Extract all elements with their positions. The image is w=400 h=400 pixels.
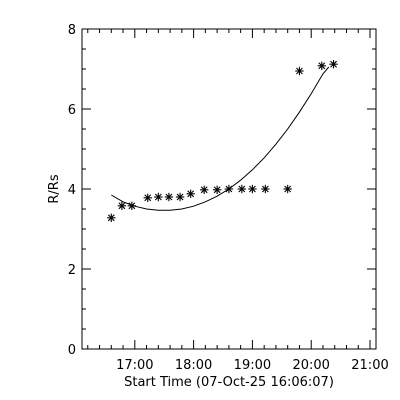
data-point [329, 60, 338, 69]
y-tick-label: 8 [68, 23, 76, 38]
y-tick-label: 6 [68, 103, 76, 118]
y-tick-labels: 0 2 4 6 8 [68, 23, 76, 358]
asterisk-stroke [248, 185, 256, 193]
y-axis-title: R/Rs [47, 174, 62, 203]
data-point [261, 184, 270, 194]
asterisk-stroke [154, 193, 162, 201]
data-point [164, 192, 174, 202]
x-tick-labels: 17:00 18:00 19:00 20:00 21:00 [116, 358, 389, 373]
asterisk-stroke [107, 214, 115, 222]
asterisk-stroke [296, 67, 303, 75]
data-point [212, 185, 222, 194]
asterisk-stroke [118, 202, 126, 210]
data-point [186, 189, 195, 198]
plot-frame [81, 28, 377, 350]
asterisk-stroke [165, 193, 173, 201]
x-tick-label: 17:00 [116, 358, 153, 373]
asterisk-stroke [318, 62, 326, 70]
data-point [107, 213, 116, 222]
x-tick-label: 21:00 [351, 358, 388, 373]
data-point [199, 185, 209, 194]
x-axis-title: Start Time (07-Oct-25 16:06:07) [124, 375, 334, 390]
data-point [143, 193, 152, 202]
asterisk-stroke [261, 185, 269, 193]
asterisk-stroke [187, 190, 195, 198]
x-tick-label: 20:00 [292, 358, 329, 373]
minor-ticks [82, 29, 376, 349]
asterisk-stroke [238, 185, 246, 193]
y-tick-label: 2 [68, 263, 76, 278]
asterisk-stroke [144, 194, 152, 202]
fit-curve-line [111, 66, 330, 211]
asterisk-stroke [128, 202, 136, 210]
asterisk-stroke [330, 60, 337, 68]
y-tick-label: 4 [68, 183, 76, 198]
data-point [283, 184, 292, 194]
asterisk-stroke [225, 185, 233, 193]
data-point [175, 192, 185, 202]
data-point [317, 61, 326, 70]
asterisk-stroke [213, 186, 221, 194]
y-tick-label: 0 [68, 343, 76, 358]
data-point [127, 201, 137, 210]
data-point [224, 184, 234, 194]
data-point [237, 184, 247, 194]
x-tick-label: 19:00 [234, 358, 271, 373]
asterisk-stroke [284, 185, 292, 193]
asterisk-stroke [176, 193, 184, 201]
data-point [295, 66, 304, 76]
data-point [154, 192, 163, 202]
data-point [248, 184, 257, 194]
asterisk-stroke [200, 186, 208, 194]
data-points [107, 60, 338, 222]
x-tick-label: 18:00 [175, 358, 212, 373]
data-point [117, 201, 127, 210]
